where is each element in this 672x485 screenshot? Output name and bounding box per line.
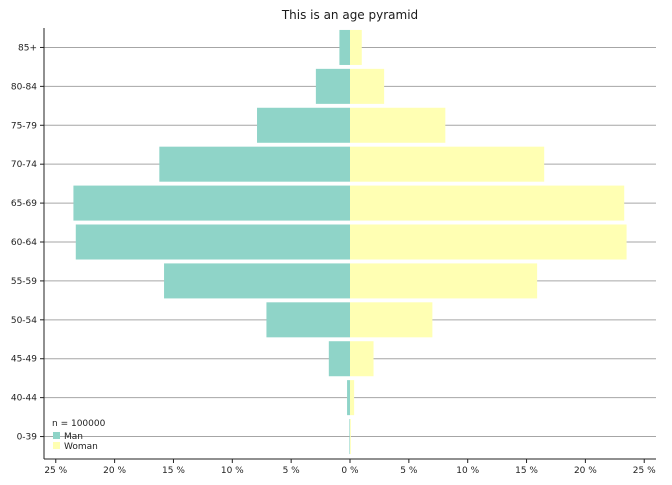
bar-man-45-49 [328,341,350,377]
x-tick-label: 15 % [515,466,538,476]
bar-man-60-64 [75,224,351,260]
bars-layer [73,29,627,455]
x-tick-label: 10 % [221,466,244,476]
bar-woman-50-54 [350,302,433,338]
bar-man-0-39 [349,419,351,455]
bar-woman-80-84 [350,68,385,104]
x-tick-label: 0 % [341,466,359,476]
y-tick-label: 45-49 [11,355,37,365]
bar-man-40-44 [347,380,350,416]
bar-woman-60-64 [350,224,627,260]
y-tick-label: 60-64 [11,238,37,248]
x-tick-label: 10 % [456,466,479,476]
x-tick-label: 20 % [103,466,126,476]
x-tick-label: 25 % [633,466,656,476]
bar-woman-40-44 [350,380,355,416]
x-tick-label: 20 % [574,466,597,476]
x-tick-label: 5 % [283,466,301,476]
bar-man-85+ [339,29,350,65]
x-tick-label: 5 % [400,466,418,476]
bar-woman-0-39 [350,419,351,455]
bar-man-65-69 [73,185,350,221]
bar-man-80-84 [315,68,350,104]
y-tick-label: 75-79 [11,121,37,131]
y-tick-label: 40-44 [11,394,37,404]
sample-size-note: n = 100000 [52,419,106,429]
y-tick-label: 65-69 [11,199,37,209]
y-tick-label: 85+ [18,43,37,53]
y-axis: 0-39 40-44 45-49 50-54 55-59 60-64 65-69 70-74 7… [11,28,45,459]
bar-woman-85+ [350,29,362,65]
legend-label-woman: Woman [64,442,98,452]
bar-woman-55-59 [350,263,538,299]
y-tick-label: 0-39 [17,433,38,443]
bar-woman-45-49 [350,341,374,377]
y-tick-label: 80-84 [11,82,37,92]
bar-man-55-59 [164,263,350,299]
bar-woman-75-79 [350,107,446,143]
chart-title: This is an age pyramid [281,8,418,22]
bar-man-50-54 [266,302,350,338]
y-tick-label: 50-54 [11,316,37,326]
x-tick-label: 25 % [44,466,67,476]
bar-woman-70-74 [350,146,545,182]
y-tick-label: 55-59 [11,277,37,287]
bar-man-75-79 [257,107,350,143]
x-tick-label: 15 % [162,466,185,476]
legend-swatch-man [53,432,60,439]
legend-swatch-woman [53,442,60,449]
x-axis: 25 % 20 % 15 % 10 % 5 % 0 % 5 % 10 % 15 % 20 % 25 … [44,458,656,476]
bar-woman-65-69 [350,185,625,221]
bar-man-70-74 [159,146,350,182]
legend-label-man: Man [64,432,83,442]
y-tick-label: 70-74 [11,160,37,170]
